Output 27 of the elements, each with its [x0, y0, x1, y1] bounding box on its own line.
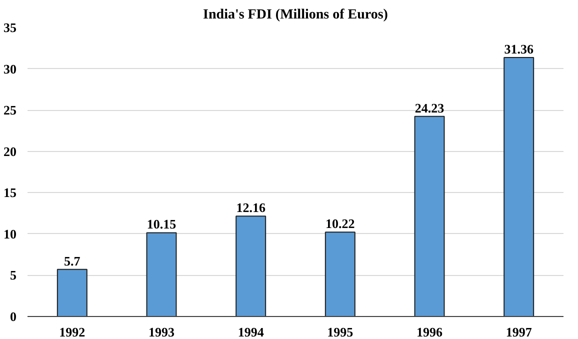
data-label: 10.22: [326, 216, 355, 232]
x-tick-label: 1995: [327, 324, 354, 339]
bar: [56, 268, 88, 316]
data-label: 24.23: [414, 100, 445, 116]
y-tick-label: 20: [4, 144, 16, 159]
bar: [414, 116, 445, 316]
y-tick-label: 25: [4, 102, 17, 118]
data-label: 12.16: [236, 200, 266, 216]
y-tick-label: 5: [10, 268, 17, 283]
chart-title: India's FDI (Millions of Euros): [203, 8, 388, 22]
x-tick-label: 1994: [238, 324, 264, 339]
x-tick-label: 1993: [148, 324, 175, 339]
x-tick-label: 1992: [59, 324, 86, 339]
bar: [236, 216, 266, 316]
bar: [324, 232, 356, 316]
y-tick-label: 30: [4, 61, 16, 76]
x-tick-label: 1996: [416, 324, 443, 339]
x-tick-label: 1997: [506, 324, 532, 339]
data-label: 31.36: [504, 42, 534, 57]
y-tick-label: 10: [4, 226, 16, 242]
data-label: 5.7: [64, 253, 81, 268]
data-label: 10.15: [146, 216, 177, 232]
y-tick-label: 35: [4, 20, 17, 35]
bar: [504, 57, 534, 316]
y-tick-label: 15: [4, 185, 17, 200]
y-tick-label: 0: [10, 309, 16, 324]
bar: [146, 232, 177, 316]
